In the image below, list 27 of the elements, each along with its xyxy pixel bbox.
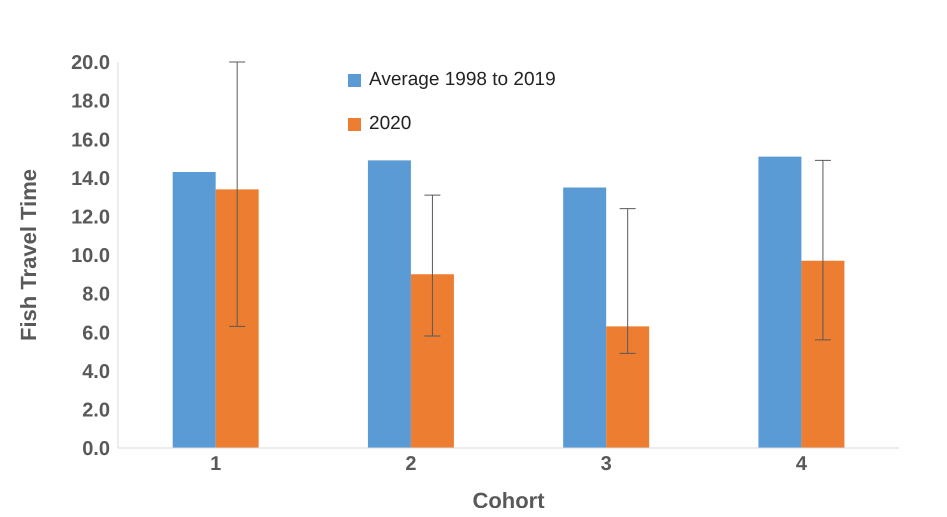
y-tick-label: 18.0 xyxy=(71,90,110,113)
y-tick-label: 20.0 xyxy=(71,52,110,74)
x-tick-label: 2 xyxy=(405,453,416,476)
y-axis-title: Fish Travel Time xyxy=(16,168,41,342)
bar xyxy=(758,156,802,448)
x-tick-label: 3 xyxy=(600,453,612,476)
bar xyxy=(172,172,216,448)
y-tick-label: 6.0 xyxy=(82,322,110,344)
y-tick-label: 0.0 xyxy=(82,438,110,460)
y-tick-label: 14.0 xyxy=(71,168,110,190)
bar xyxy=(410,274,454,448)
bar xyxy=(368,160,411,448)
y-tick-label: 16.0 xyxy=(71,129,110,152)
bar xyxy=(801,260,844,448)
y-tick-label: 8.0 xyxy=(82,284,110,306)
x-axis-title: Cohort xyxy=(472,488,546,513)
legend-label: Average 1998 to 2019 xyxy=(369,69,556,91)
bar xyxy=(563,187,606,448)
y-tick-label: 12.0 xyxy=(71,206,110,228)
bar xyxy=(606,326,650,448)
legend-label: 2020 xyxy=(369,113,412,135)
x-tick-label: 1 xyxy=(210,453,222,476)
y-tick-label: 2.0 xyxy=(82,400,110,422)
y-tick-label: 10.0 xyxy=(71,245,110,268)
x-tick-label: 4 xyxy=(796,453,808,476)
bar xyxy=(216,189,259,448)
y-tick-label: 4.0 xyxy=(82,360,110,383)
